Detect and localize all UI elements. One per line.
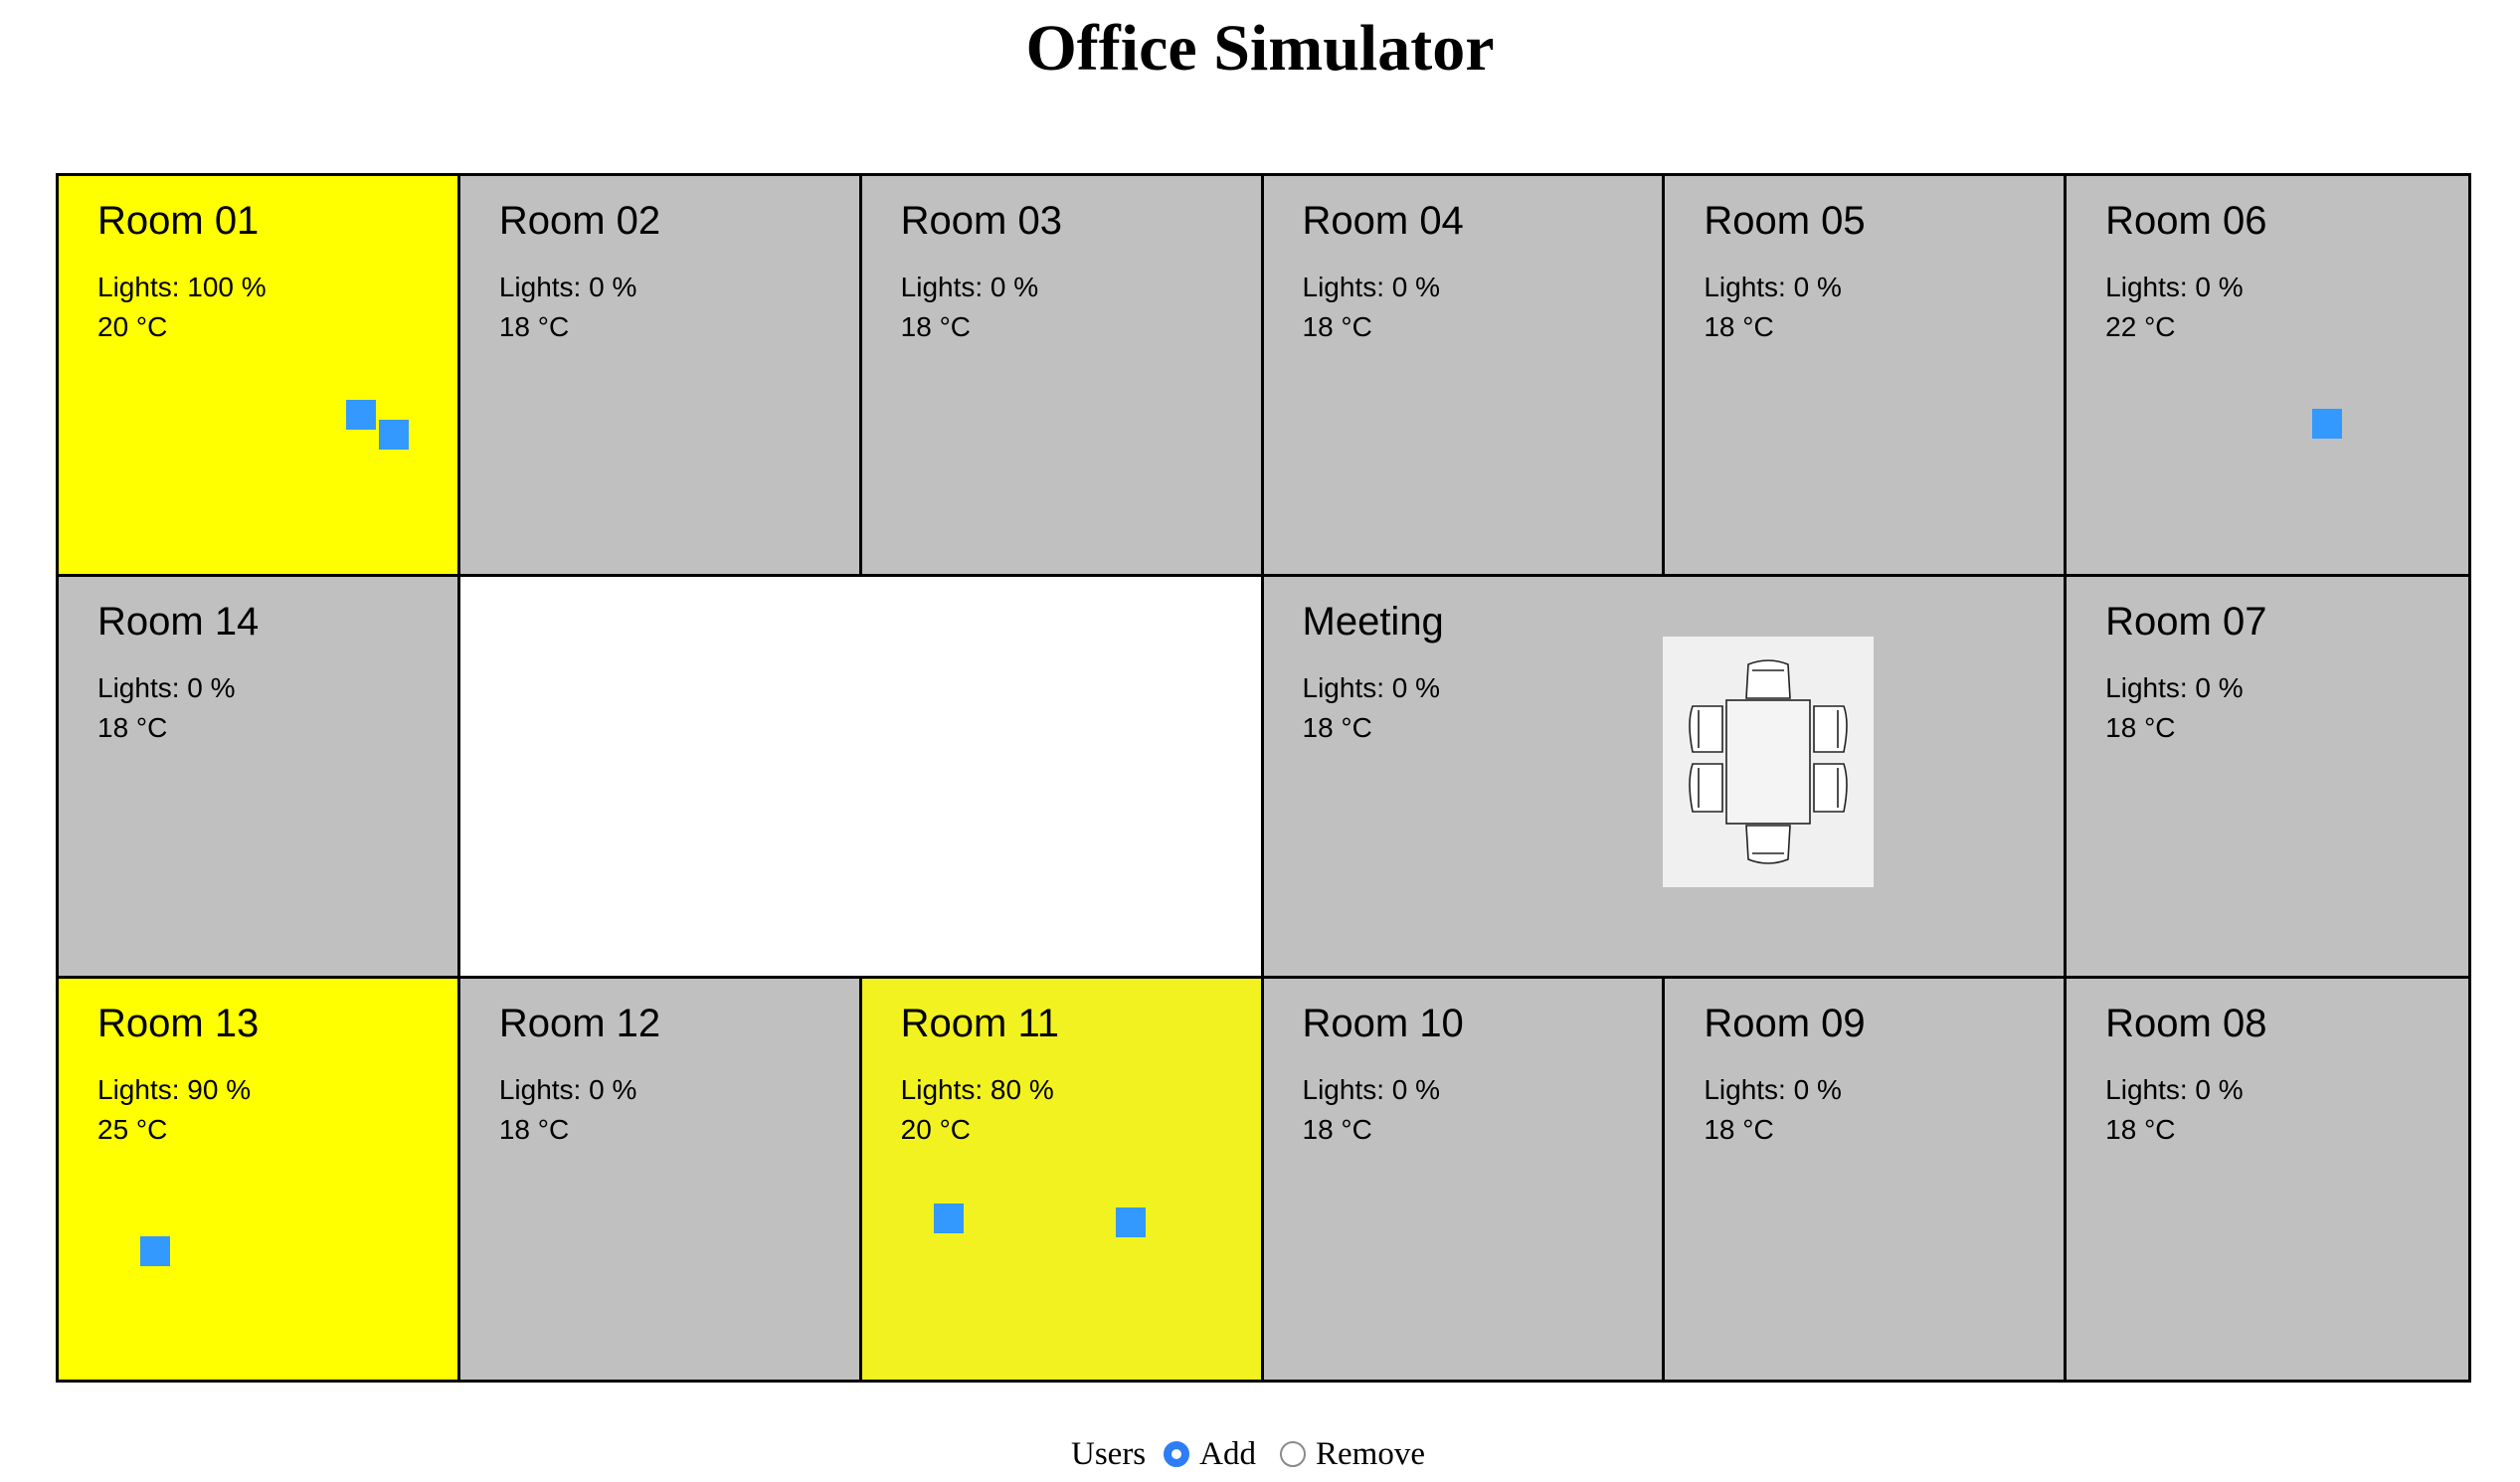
room-04[interactable]: Room 04 Lights: 0 % 18 °C <box>1263 176 1666 578</box>
room-14[interactable]: Room 14 Lights: 0 % 18 °C <box>59 577 460 979</box>
room-lights: Lights: 80 % <box>900 1073 1054 1105</box>
room-name: Room 04 <box>1302 199 1464 243</box>
room-name: Room 03 <box>900 199 1062 243</box>
room-02[interactable]: Room 02 Lights: 0 % 18 °C <box>459 176 862 578</box>
room-name: Room 08 <box>2105 1001 2267 1045</box>
empty-floor-area <box>459 577 1264 979</box>
room-name: Room 14 <box>97 600 260 645</box>
add-label[interactable]: Add <box>1199 1435 1256 1472</box>
room-lights: Lights: 0 % <box>2105 672 2244 704</box>
room-03[interactable]: Room 03 Lights: 0 % 18 °C <box>861 176 1264 578</box>
room-12[interactable]: Room 12 Lights: 0 % 18 °C <box>459 978 862 1380</box>
room-lights: Lights: 0 % <box>498 1073 637 1105</box>
room-name: Room 10 <box>1302 1001 1464 1045</box>
room-name: Room 12 <box>498 1001 661 1045</box>
room-11[interactable]: Room 11 Lights: 80 % 20 °C <box>861 978 1264 1380</box>
room-lights: Lights: 0 % <box>498 272 637 302</box>
room-10[interactable]: Room 10 Lights: 0 % 18 °C <box>1263 978 1666 1380</box>
room-name: Meeting <box>1302 600 1444 645</box>
room-temperature: 18 °C <box>900 311 971 342</box>
room-temperature: 18 °C <box>1302 311 1372 342</box>
user-marker[interactable] <box>379 420 409 450</box>
user-marker[interactable] <box>346 400 376 430</box>
room-name: Room 02 <box>498 199 661 243</box>
remove-label[interactable]: Remove <box>1316 1435 1425 1472</box>
room-name: Room 07 <box>2105 600 2267 645</box>
room-09[interactable]: Room 09 Lights: 0 % 18 °C <box>1665 978 2068 1380</box>
user-marker[interactable] <box>933 1203 964 1233</box>
room-name: Room 06 <box>2105 199 2267 243</box>
page-title: Office Simulator <box>1025 12 1495 85</box>
room-lights: Lights: 0 % <box>900 272 1039 302</box>
room-temperature: 25 °C <box>97 1113 168 1145</box>
room-01[interactable]: Room 01 Lights: 100 % 20 °C <box>59 176 460 578</box>
remove-radio[interactable] <box>1280 1441 1306 1467</box>
room-temperature: 18 °C <box>498 1113 570 1145</box>
room-temperature: 18 °C <box>1704 1113 1774 1145</box>
user-marker[interactable] <box>2312 409 2343 439</box>
room-name: Room 11 <box>900 1001 1059 1045</box>
room-temperature: 18 °C <box>2105 712 2176 744</box>
room-08[interactable]: Room 08 Lights: 0 % 18 °C <box>2067 978 2468 1380</box>
user-mode-controls: Users Add Remove <box>0 1432 2520 1476</box>
room-temperature: 20 °C <box>900 1113 971 1145</box>
room-lights: Lights: 0 % <box>1302 672 1441 704</box>
add-radio[interactable] <box>1164 1441 1190 1467</box>
meeting-table-icon <box>1662 637 1874 888</box>
room-lights: Lights: 0 % <box>1302 272 1441 302</box>
room-lights: Lights: 0 % <box>1704 272 1842 302</box>
room-lights: Lights: 0 % <box>2105 1073 2244 1105</box>
room-07[interactable]: Room 07 Lights: 0 % 18 °C <box>2067 577 2468 979</box>
room-05[interactable]: Room 05 Lights: 0 % 18 °C <box>1665 176 2068 578</box>
room-temperature: 18 °C <box>1302 712 1372 744</box>
office-floor-plan: Room 01 Lights: 100 % 20 °C Room 02 Ligh… <box>56 173 2471 1383</box>
room-name: Room 01 <box>97 199 260 243</box>
room-13[interactable]: Room 13 Lights: 90 % 25 °C <box>59 978 460 1380</box>
room-temperature: 18 °C <box>1302 1113 1372 1145</box>
room-06[interactable]: Room 06 Lights: 0 % 22 °C <box>2067 176 2468 578</box>
room-lights: Lights: 0 % <box>2105 272 2244 302</box>
room-lights: Lights: 0 % <box>97 672 236 704</box>
meeting-room[interactable]: Meeting Lights: 0 % 18 °C <box>1263 577 2068 979</box>
user-marker[interactable] <box>140 1235 170 1266</box>
room-temperature: 18 °C <box>2105 1113 2176 1145</box>
user-marker[interactable] <box>1115 1206 1146 1237</box>
room-temperature: 18 °C <box>1704 311 1774 342</box>
users-label: Users <box>1071 1435 1147 1472</box>
room-temperature: 20 °C <box>97 311 168 342</box>
room-lights: Lights: 0 % <box>1704 1073 1842 1105</box>
room-name: Room 09 <box>1704 1001 1866 1045</box>
room-temperature: 22 °C <box>2105 311 2176 342</box>
room-lights: Lights: 0 % <box>1302 1073 1441 1105</box>
room-temperature: 18 °C <box>498 311 570 342</box>
room-name: Room 13 <box>97 1001 260 1045</box>
room-lights: Lights: 100 % <box>97 272 267 302</box>
room-temperature: 18 °C <box>97 712 168 744</box>
room-name: Room 05 <box>1704 199 1866 243</box>
room-lights: Lights: 90 % <box>97 1073 252 1105</box>
